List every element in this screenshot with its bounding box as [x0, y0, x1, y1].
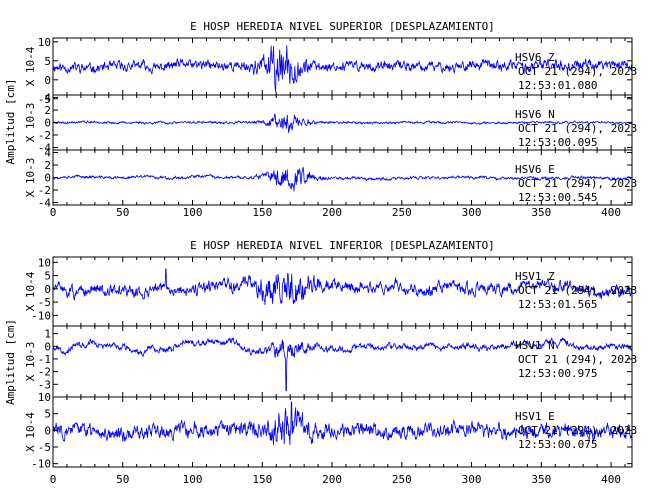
trace-date-label: OCT 21 (294), 2023 — [518, 65, 637, 78]
trace-date-label: OCT 21 (294), 2023 — [518, 353, 637, 366]
y-tick-label: 2 — [44, 104, 51, 117]
y-tick-label: -4 — [38, 197, 52, 210]
x-tick-label: 50 — [116, 473, 129, 486]
exponent-label: X 10-3 — [24, 342, 37, 382]
trace-date-label: OCT 21 (294), 2023 — [518, 424, 637, 437]
y-tick-label: 0 — [44, 424, 51, 437]
y-tick-label: -4 — [38, 142, 52, 155]
trace-time-label: 12:53:00.075 — [518, 438, 597, 451]
y-tick-label: 0 — [44, 172, 51, 185]
waveform-trace — [53, 337, 632, 392]
y-tick-label: 0 — [44, 117, 51, 130]
trace-time-label: 12:53:00.975 — [518, 367, 597, 380]
trace-date-label: OCT 21 (294), 2023 — [518, 177, 637, 190]
trace-name-label: HSV6 E — [515, 163, 555, 176]
x-tick-label: 400 — [601, 206, 621, 219]
chart-title-1: E HOSP HEREDIA NIVEL SUPERIOR [DESPLAZAM… — [190, 20, 495, 33]
x-tick-label: 350 — [531, 473, 551, 486]
y-tick-label: 2 — [44, 159, 51, 172]
y-tick-label: 5 — [44, 270, 51, 283]
x-tick-label: 250 — [392, 473, 412, 486]
y-tick-label: -2 — [38, 366, 51, 379]
x-tick-label: 350 — [531, 206, 551, 219]
exponent-label: X 10-3 — [24, 158, 37, 198]
y-tick-label: -5 — [38, 93, 51, 106]
y-tick-label: 0 — [44, 283, 51, 296]
exponent-label: X 10-3 — [24, 103, 37, 143]
x-tick-label: 0 — [50, 473, 57, 486]
trace-name-label: HSV6 N — [515, 108, 555, 121]
exponent-label: X 10-4 — [24, 46, 37, 86]
y-tick-label: -10 — [31, 458, 51, 471]
x-tick-label: 100 — [183, 206, 203, 219]
x-tick-label: 0 — [50, 206, 57, 219]
x-tick-label: 200 — [322, 473, 342, 486]
x-tick-label: 150 — [252, 473, 272, 486]
panel-frame — [52, 396, 633, 468]
x-tick-label: 50 — [116, 206, 129, 219]
exponent-label: X 10-4 — [24, 412, 37, 452]
waveform-trace — [53, 113, 632, 134]
x-tick-label: 400 — [601, 473, 621, 486]
waveform-trace — [53, 45, 632, 92]
y-tick-label: -2 — [38, 184, 51, 197]
x-tick-label: 250 — [392, 206, 412, 219]
trace-date-label: OCT 21 (294), 2023 — [518, 284, 637, 297]
y-tick-label: -5 — [38, 441, 51, 454]
trace-time-label: 12:53:00.095 — [518, 136, 597, 149]
waveform-trace — [53, 268, 632, 306]
trace-time-label: 12:53:00.545 — [518, 191, 597, 204]
y-tick-label: -5 — [38, 296, 51, 309]
x-tick-label: 300 — [462, 206, 482, 219]
exponent-label: X 10-4 — [24, 271, 37, 311]
y-axis-label-1: Amplitud [cm] — [4, 78, 17, 164]
y-tick-label: -2 — [38, 129, 51, 142]
y-tick-label: -1 — [38, 353, 51, 366]
trace-date-label: OCT 21 (294), 2023 — [518, 122, 637, 135]
y-tick-label: -3 — [38, 378, 51, 391]
y-tick-label: 4 — [44, 147, 51, 160]
y-axis-label-2: Amplitud [cm] — [4, 319, 17, 405]
x-tick-label: 150 — [252, 206, 272, 219]
y-tick-label: 10 — [38, 256, 51, 269]
trace-name-label: HSV6 Z — [515, 51, 555, 64]
waveform-trace — [53, 401, 632, 446]
y-tick-label: 0 — [44, 340, 51, 353]
trace-time-label: 12:53:01.080 — [518, 79, 597, 92]
y-tick-label: 5 — [44, 408, 51, 421]
trace-time-label: 12:53:01.565 — [518, 298, 597, 311]
y-tick-label: -10 — [31, 309, 51, 322]
y-tick-label: 5 — [44, 55, 51, 68]
y-tick-label: 1 — [44, 328, 51, 341]
trace-name-label: HSV1 N — [515, 339, 555, 352]
x-tick-label: 200 — [322, 206, 342, 219]
trace-name-label: HSV1 E — [515, 410, 555, 423]
y-tick-label: 10 — [38, 36, 51, 49]
y-tick-label: 0 — [44, 74, 51, 87]
y-tick-label: 10 — [38, 391, 51, 404]
chart-title-2: E HOSP HEREDIA NIVEL INFERIOR [DESPLAZAM… — [190, 239, 495, 252]
y-tick-label: 4 — [44, 92, 51, 105]
waveform-trace — [53, 166, 632, 192]
x-tick-label: 300 — [462, 473, 482, 486]
trace-name-label: HSV1 Z — [515, 270, 555, 283]
x-tick-label: 100 — [183, 473, 203, 486]
